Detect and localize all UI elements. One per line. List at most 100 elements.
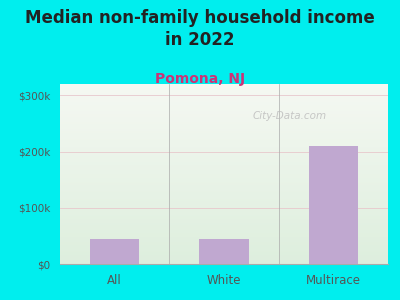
- Bar: [60, 123, 388, 124]
- Bar: [60, 210, 388, 211]
- Bar: [60, 115, 388, 116]
- Bar: [60, 254, 388, 255]
- Bar: [60, 85, 388, 86]
- Bar: [60, 108, 388, 109]
- Bar: [60, 224, 388, 225]
- Bar: [60, 134, 388, 135]
- Bar: [60, 258, 388, 259]
- Bar: [60, 135, 388, 136]
- Bar: [60, 170, 388, 171]
- Bar: [60, 176, 388, 177]
- Bar: [60, 101, 388, 102]
- Bar: [60, 138, 388, 139]
- Bar: [60, 222, 388, 223]
- Bar: [60, 100, 388, 101]
- Bar: [60, 104, 388, 105]
- Bar: [60, 253, 388, 254]
- Bar: [60, 240, 388, 241]
- Bar: [60, 216, 388, 217]
- Bar: [60, 96, 388, 97]
- Bar: [60, 195, 388, 196]
- Bar: [60, 178, 388, 179]
- Bar: [60, 120, 388, 121]
- Bar: [60, 187, 388, 188]
- Bar: [60, 116, 388, 117]
- Bar: [60, 223, 388, 224]
- Bar: [60, 213, 388, 214]
- Bar: [60, 232, 388, 233]
- Bar: [309, 146, 358, 264]
- Bar: [90, 239, 139, 264]
- Bar: [60, 227, 388, 228]
- Bar: [60, 191, 388, 192]
- Bar: [60, 124, 388, 125]
- Bar: [60, 217, 388, 218]
- Bar: [60, 86, 388, 87]
- Bar: [60, 177, 388, 178]
- Bar: [60, 246, 388, 247]
- Bar: [60, 208, 388, 209]
- Bar: [60, 107, 388, 108]
- Bar: [60, 230, 388, 231]
- Bar: [60, 137, 388, 138]
- Bar: [60, 147, 388, 148]
- Bar: [60, 109, 388, 110]
- Bar: [60, 133, 388, 134]
- Bar: [60, 244, 388, 245]
- Bar: [60, 242, 388, 243]
- Bar: [60, 233, 388, 234]
- Bar: [60, 112, 388, 113]
- Bar: [60, 132, 388, 133]
- Bar: [60, 243, 388, 244]
- Bar: [60, 215, 388, 216]
- Bar: [60, 212, 388, 213]
- Bar: [60, 251, 388, 252]
- Bar: [60, 228, 388, 229]
- Bar: [60, 214, 388, 215]
- Bar: [60, 199, 388, 200]
- Bar: [60, 180, 388, 181]
- Bar: [60, 221, 388, 222]
- Bar: [60, 121, 388, 122]
- Bar: [60, 173, 388, 174]
- Bar: [60, 150, 388, 151]
- Bar: [60, 103, 388, 104]
- Bar: [60, 92, 388, 93]
- Bar: [60, 157, 388, 158]
- Bar: [60, 169, 388, 170]
- Bar: [60, 239, 388, 240]
- Bar: [60, 99, 388, 100]
- Bar: [60, 164, 388, 165]
- Bar: [60, 201, 388, 202]
- Bar: [60, 197, 388, 198]
- Bar: [60, 161, 388, 162]
- Bar: [60, 245, 388, 246]
- Bar: [60, 160, 388, 161]
- Bar: [60, 257, 388, 258]
- Bar: [60, 163, 388, 164]
- Bar: [60, 139, 388, 140]
- Bar: [60, 97, 388, 98]
- Bar: [60, 160, 388, 161]
- Text: City-Data.com: City-Data.com: [252, 111, 327, 122]
- Bar: [60, 238, 388, 239]
- Bar: [60, 94, 388, 95]
- Bar: [60, 183, 388, 184]
- Bar: [60, 231, 388, 232]
- Bar: [60, 205, 388, 206]
- Bar: [60, 110, 388, 111]
- Bar: [60, 247, 388, 248]
- Bar: [60, 95, 388, 96]
- Bar: [60, 119, 388, 120]
- Bar: [60, 196, 388, 197]
- Bar: [60, 182, 388, 183]
- Bar: [60, 255, 388, 256]
- Bar: [60, 154, 388, 155]
- Bar: [60, 229, 388, 230]
- Bar: [60, 117, 388, 118]
- Bar: [60, 218, 388, 219]
- Bar: [60, 249, 388, 250]
- Bar: [60, 207, 388, 208]
- Bar: [60, 118, 388, 119]
- Bar: [60, 111, 388, 112]
